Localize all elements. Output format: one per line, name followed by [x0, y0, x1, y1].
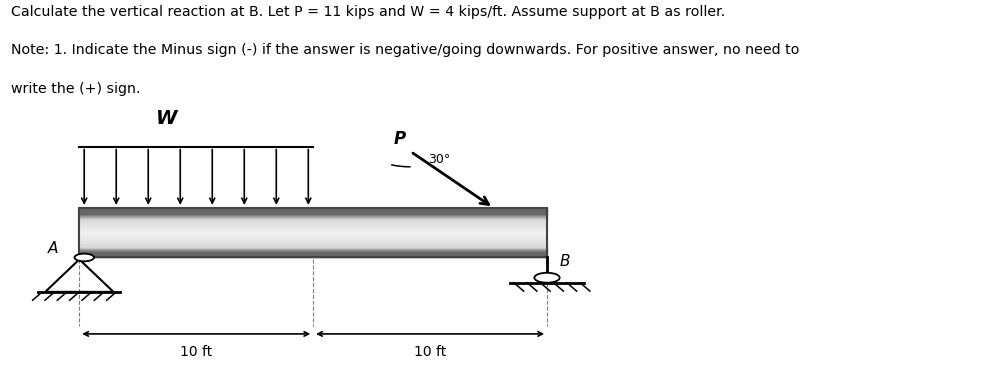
Bar: [79, 217, 547, 218]
Bar: [79, 233, 547, 234]
Bar: [79, 242, 547, 243]
Text: Calculate the vertical reaction at B. Let P = 11 kips and W = 4 kips/ft. Assume : Calculate the vertical reaction at B. Le…: [11, 5, 725, 19]
Bar: [79, 234, 547, 235]
Bar: [79, 252, 547, 253]
Bar: [79, 241, 547, 242]
Text: 10 ft: 10 ft: [414, 345, 447, 359]
Bar: [79, 226, 547, 227]
Bar: [79, 224, 547, 225]
Bar: [79, 244, 547, 245]
Bar: [79, 228, 547, 229]
Bar: [79, 253, 547, 254]
Circle shape: [75, 254, 94, 261]
Bar: [79, 211, 547, 212]
Bar: [79, 256, 547, 257]
Bar: [79, 231, 547, 232]
Bar: [79, 210, 547, 211]
Bar: [79, 247, 547, 248]
Circle shape: [534, 273, 559, 283]
Bar: [79, 246, 547, 247]
Bar: [79, 209, 547, 210]
Bar: [79, 240, 547, 241]
Bar: [79, 213, 547, 214]
Bar: [79, 221, 547, 222]
Bar: [79, 223, 547, 224]
Bar: [79, 208, 547, 209]
Bar: [79, 236, 547, 237]
Bar: [79, 214, 547, 215]
Bar: [79, 249, 547, 250]
Bar: [79, 229, 547, 230]
Bar: [79, 220, 547, 221]
Bar: [79, 237, 547, 238]
Text: W: W: [156, 109, 178, 127]
Bar: [79, 230, 547, 231]
Bar: [79, 239, 547, 240]
Text: 10 ft: 10 ft: [180, 345, 213, 359]
Bar: [79, 257, 547, 258]
Bar: [79, 248, 547, 249]
Bar: [79, 216, 547, 217]
Bar: [79, 250, 547, 251]
Bar: [79, 245, 547, 246]
Bar: [79, 219, 547, 220]
Text: Note: 1. Indicate the Minus sign (-) if the answer is negative/going downwards. : Note: 1. Indicate the Minus sign (-) if …: [11, 44, 799, 57]
Text: P: P: [394, 130, 406, 148]
Text: 30°: 30°: [429, 154, 451, 166]
Bar: [79, 238, 547, 239]
Bar: [79, 225, 547, 226]
Bar: [79, 227, 547, 228]
Bar: [79, 243, 547, 244]
Bar: [79, 212, 547, 213]
Bar: [79, 215, 547, 216]
Text: A: A: [48, 241, 58, 256]
Bar: [79, 251, 547, 252]
Bar: [79, 232, 547, 233]
Bar: [79, 235, 547, 236]
Bar: [79, 222, 547, 223]
Bar: [79, 255, 547, 256]
Bar: [79, 218, 547, 219]
Text: B: B: [559, 254, 570, 269]
Text: write the (+) sign.: write the (+) sign.: [11, 82, 141, 95]
Bar: [79, 254, 547, 255]
Bar: [79, 208, 547, 258]
